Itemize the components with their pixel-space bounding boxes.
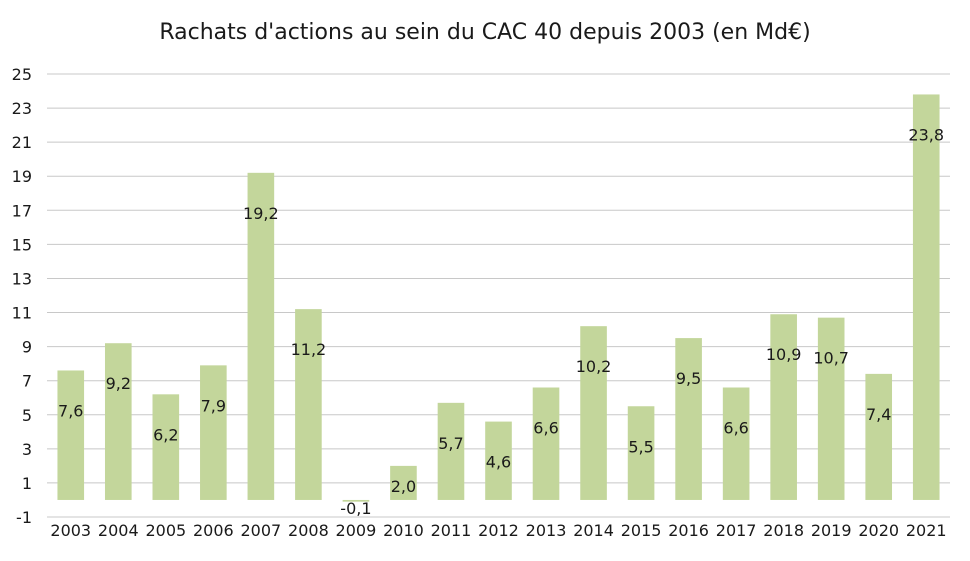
x-tick-label: 2011: [431, 521, 472, 540]
x-tick-label: 2017: [716, 521, 757, 540]
x-tick-label: 2005: [145, 521, 186, 540]
bar-2015: [627, 406, 655, 500]
bar-2008: [295, 309, 322, 500]
y-tick-label: 5: [22, 406, 32, 425]
data-label: 10,7: [813, 349, 849, 368]
data-label: 10,9: [766, 345, 802, 364]
bar-2016: [675, 338, 702, 500]
data-label: 19,2: [243, 204, 279, 223]
y-tick-label: 17: [12, 201, 32, 220]
y-tick-label: -1: [16, 508, 32, 527]
x-tick-label: 2019: [811, 521, 852, 540]
data-label: 9,2: [106, 374, 131, 393]
x-tick-label: 2003: [50, 521, 91, 540]
x-tick-label: 2009: [336, 521, 377, 540]
bar-2012: [485, 421, 512, 500]
bar-2011: [437, 402, 465, 500]
x-tick-label: 2007: [241, 521, 282, 540]
y-tick-label: 23: [12, 99, 32, 118]
x-tick-label: 2006: [193, 521, 234, 540]
y-tick-label: 11: [12, 304, 32, 323]
data-label: 6,6: [723, 419, 748, 438]
x-tick-label: 2004: [98, 521, 139, 540]
y-tick-label: 21: [12, 133, 32, 152]
data-label: 11,2: [291, 340, 327, 359]
bars: [57, 94, 940, 502]
x-tick-label: 2008: [288, 521, 329, 540]
bar-2013: [532, 387, 560, 500]
y-tick-label: 25: [12, 65, 32, 84]
x-tick-label: 2016: [668, 521, 709, 540]
data-label: 5,5: [628, 437, 653, 456]
data-label: -0,1: [340, 499, 371, 518]
y-tick-label: 3: [22, 440, 32, 459]
bar-2018: [770, 314, 797, 500]
x-axis-ticks: 2003 2004 2005 2006 2007 2008 2009 2010 2011 2012…: [50, 521, 946, 540]
bar-2006: [200, 365, 227, 500]
x-tick-label: 2010: [383, 521, 424, 540]
data-label: 6,6: [533, 419, 558, 438]
y-tick-label: 7: [22, 372, 32, 391]
x-tick-label: 2020: [858, 521, 899, 540]
data-label: 6,2: [153, 425, 178, 444]
data-label: 7,9: [201, 396, 226, 415]
bar-2017: [722, 387, 750, 500]
bar-2020: [865, 373, 893, 500]
x-tick-label: 2015: [621, 521, 662, 540]
bar-2014: [580, 326, 607, 500]
data-label: 23,8: [908, 125, 944, 144]
bar-2003: [57, 370, 85, 500]
data-label: 4,6: [486, 453, 511, 472]
bar-2009: [342, 499, 370, 502]
y-tick-label: 19: [12, 167, 32, 186]
x-tick-label: 2014: [573, 521, 614, 540]
data-label: 9,5: [676, 369, 701, 388]
data-labels: 7,6 9,2 6,2 7,9 19,2 11,2 -0,1 2,0 5,7 4,6 6,6 10,2…: [58, 125, 944, 518]
data-label: 5,7: [438, 434, 463, 453]
x-tick-label: 2018: [763, 521, 804, 540]
gridlines: [47, 73, 950, 518]
x-tick-label: 2012: [478, 521, 519, 540]
bar-2004: [104, 343, 132, 500]
y-tick-label: 13: [12, 269, 32, 288]
data-label: 2,0: [391, 477, 416, 496]
chart-title: Rachats d'actions au sein du CAC 40 depu…: [159, 20, 810, 45]
bar-2007: [247, 172, 275, 500]
bar-2021: [912, 94, 940, 500]
y-tick-label: 9: [22, 338, 32, 357]
data-label: 7,6: [58, 401, 83, 420]
data-label: 7,4: [866, 405, 891, 424]
bar-2019: [817, 317, 845, 500]
x-tick-label: 2021: [906, 521, 947, 540]
y-tick-label: 15: [12, 235, 32, 254]
y-tick-label: 1: [22, 474, 32, 493]
data-label: 10,2: [576, 357, 612, 376]
bar-2005: [152, 394, 180, 500]
x-tick-label: 2013: [526, 521, 567, 540]
bar-2010: [390, 465, 417, 500]
